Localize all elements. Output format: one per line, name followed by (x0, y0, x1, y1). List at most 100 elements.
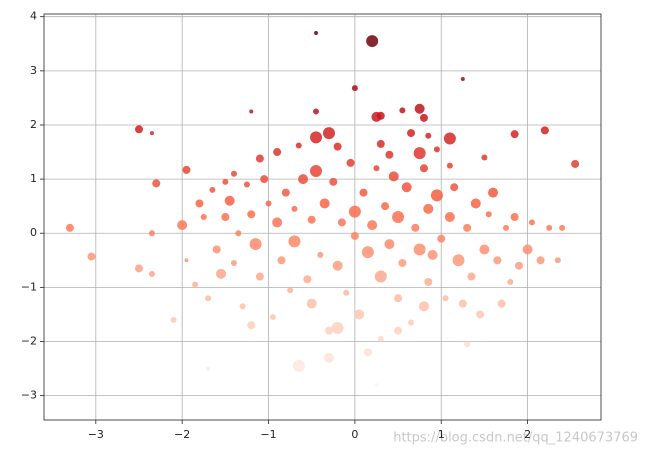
point (452, 254, 465, 267)
point (230, 170, 237, 177)
point (398, 259, 407, 268)
point (444, 212, 455, 222)
point (177, 220, 188, 231)
point (260, 175, 269, 184)
point (388, 171, 399, 182)
point (314, 30, 319, 35)
point (343, 289, 350, 296)
x-tick-label: 0 (351, 428, 358, 441)
point (485, 211, 492, 218)
y-tick-label: 1 (30, 172, 37, 185)
point (230, 260, 237, 267)
point (307, 215, 316, 224)
point (536, 256, 545, 265)
point (65, 223, 74, 232)
point (287, 287, 294, 294)
point (317, 251, 324, 258)
point (192, 281, 199, 288)
point (399, 107, 406, 114)
point (265, 200, 272, 207)
point (222, 178, 229, 185)
point (414, 103, 425, 114)
point (363, 348, 372, 357)
point (134, 264, 143, 273)
point (458, 299, 467, 308)
point (281, 188, 290, 197)
point (559, 224, 566, 231)
point (298, 174, 309, 185)
point (184, 258, 189, 263)
point (205, 295, 212, 302)
y-tick-label: 3 (30, 64, 37, 77)
point (419, 113, 428, 122)
point (212, 245, 221, 254)
point (195, 199, 204, 208)
point (488, 187, 499, 198)
x-tick-label: −1 (260, 428, 276, 441)
point (443, 132, 456, 145)
point (288, 235, 301, 248)
point (247, 321, 256, 330)
point (361, 246, 374, 259)
point (303, 275, 312, 284)
y-tick-label: 0 (30, 226, 37, 239)
point (373, 165, 380, 172)
point (255, 154, 264, 163)
y-tick-label: −1 (21, 280, 37, 293)
point (337, 218, 346, 227)
point (476, 310, 485, 319)
point (427, 249, 438, 260)
point (323, 352, 334, 363)
point (464, 341, 471, 348)
point (446, 162, 453, 169)
point (507, 278, 514, 285)
point (481, 154, 488, 161)
point (408, 319, 415, 326)
point (224, 195, 235, 206)
point (149, 131, 154, 136)
point (392, 211, 405, 223)
point (354, 309, 365, 320)
point (216, 268, 227, 279)
point (510, 213, 519, 221)
point (247, 210, 256, 219)
watermark: https://blog.csdn.net/qq_1240673769 (393, 431, 638, 446)
x-tick-label: 1 (438, 428, 445, 441)
point (272, 217, 283, 228)
point (510, 130, 519, 139)
point (423, 203, 434, 214)
point (333, 142, 342, 151)
point (425, 132, 432, 139)
point (324, 326, 333, 335)
y-tick-label: −2 (21, 335, 37, 348)
point (528, 219, 535, 226)
point (206, 366, 211, 371)
plot-frame (43, 13, 602, 421)
point (377, 335, 384, 342)
point (514, 261, 523, 270)
y-tick-label: −3 (21, 389, 37, 402)
y-tick-label: 2 (30, 118, 37, 131)
point (430, 189, 443, 202)
point (371, 111, 382, 122)
point (407, 129, 416, 138)
point (209, 186, 216, 193)
point (503, 224, 510, 231)
point (470, 198, 481, 209)
point (450, 183, 459, 192)
point (346, 158, 355, 167)
point (351, 85, 358, 92)
point (249, 238, 262, 251)
point (394, 326, 403, 335)
y-tick-label: 4 (30, 10, 37, 23)
point (87, 252, 96, 261)
point (540, 126, 549, 135)
x-tick-label: −3 (88, 428, 104, 441)
point (554, 257, 561, 264)
point (437, 234, 446, 243)
point (571, 159, 580, 168)
point (463, 223, 472, 232)
point (152, 179, 161, 188)
point (413, 147, 426, 160)
